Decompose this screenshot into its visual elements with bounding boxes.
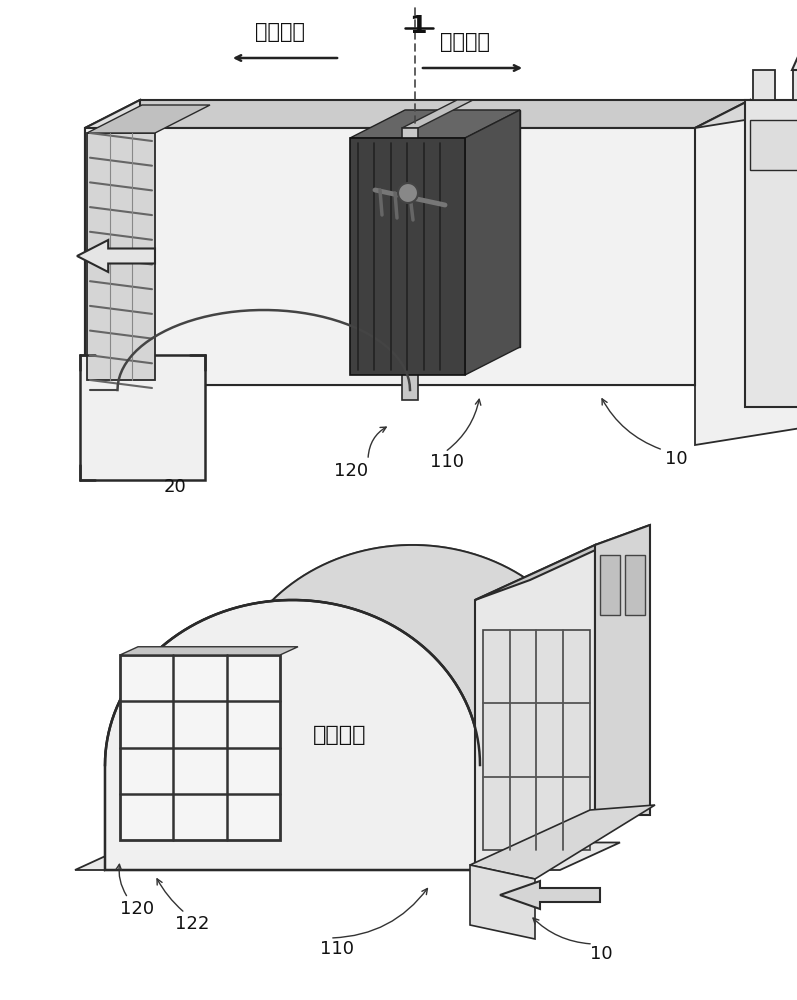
Text: 流入区域: 流入区域	[440, 32, 490, 52]
Polygon shape	[105, 545, 600, 765]
Text: 120: 120	[334, 462, 368, 480]
Polygon shape	[750, 120, 797, 170]
Polygon shape	[85, 357, 750, 385]
Polygon shape	[405, 110, 520, 347]
Polygon shape	[793, 70, 797, 100]
Polygon shape	[695, 100, 797, 445]
Polygon shape	[475, 525, 650, 600]
Polygon shape	[120, 655, 280, 840]
Text: 20: 20	[163, 478, 186, 496]
Polygon shape	[470, 805, 655, 879]
Polygon shape	[85, 100, 140, 385]
Polygon shape	[475, 545, 595, 870]
Polygon shape	[350, 138, 465, 375]
Polygon shape	[75, 842, 620, 870]
Polygon shape	[695, 100, 750, 385]
Polygon shape	[350, 110, 520, 138]
Text: 1: 1	[409, 14, 426, 38]
Polygon shape	[625, 555, 645, 615]
Polygon shape	[87, 105, 210, 133]
Text: 10: 10	[665, 450, 688, 468]
Polygon shape	[745, 100, 797, 407]
Polygon shape	[120, 647, 298, 655]
Text: 10: 10	[590, 945, 613, 963]
Polygon shape	[465, 110, 520, 375]
Polygon shape	[402, 100, 473, 128]
Polygon shape	[85, 100, 750, 128]
Polygon shape	[77, 240, 155, 272]
Polygon shape	[500, 881, 600, 909]
Polygon shape	[753, 70, 775, 100]
Polygon shape	[483, 630, 590, 850]
Polygon shape	[105, 710, 225, 870]
Circle shape	[398, 183, 418, 203]
Polygon shape	[792, 30, 797, 70]
Text: 流入区域: 流入区域	[313, 725, 367, 745]
Polygon shape	[595, 525, 650, 815]
Polygon shape	[600, 555, 620, 615]
Polygon shape	[105, 600, 480, 870]
Polygon shape	[85, 128, 695, 385]
Polygon shape	[105, 815, 600, 870]
Polygon shape	[480, 710, 600, 870]
Text: 110: 110	[430, 453, 464, 471]
Text: 120: 120	[120, 900, 154, 918]
Text: 122: 122	[175, 915, 210, 933]
Polygon shape	[87, 133, 155, 380]
Polygon shape	[140, 100, 750, 357]
Text: 110: 110	[320, 940, 354, 958]
Polygon shape	[470, 865, 535, 939]
Polygon shape	[402, 128, 418, 400]
Polygon shape	[80, 355, 205, 480]
Text: 排出区域: 排出区域	[255, 22, 305, 42]
